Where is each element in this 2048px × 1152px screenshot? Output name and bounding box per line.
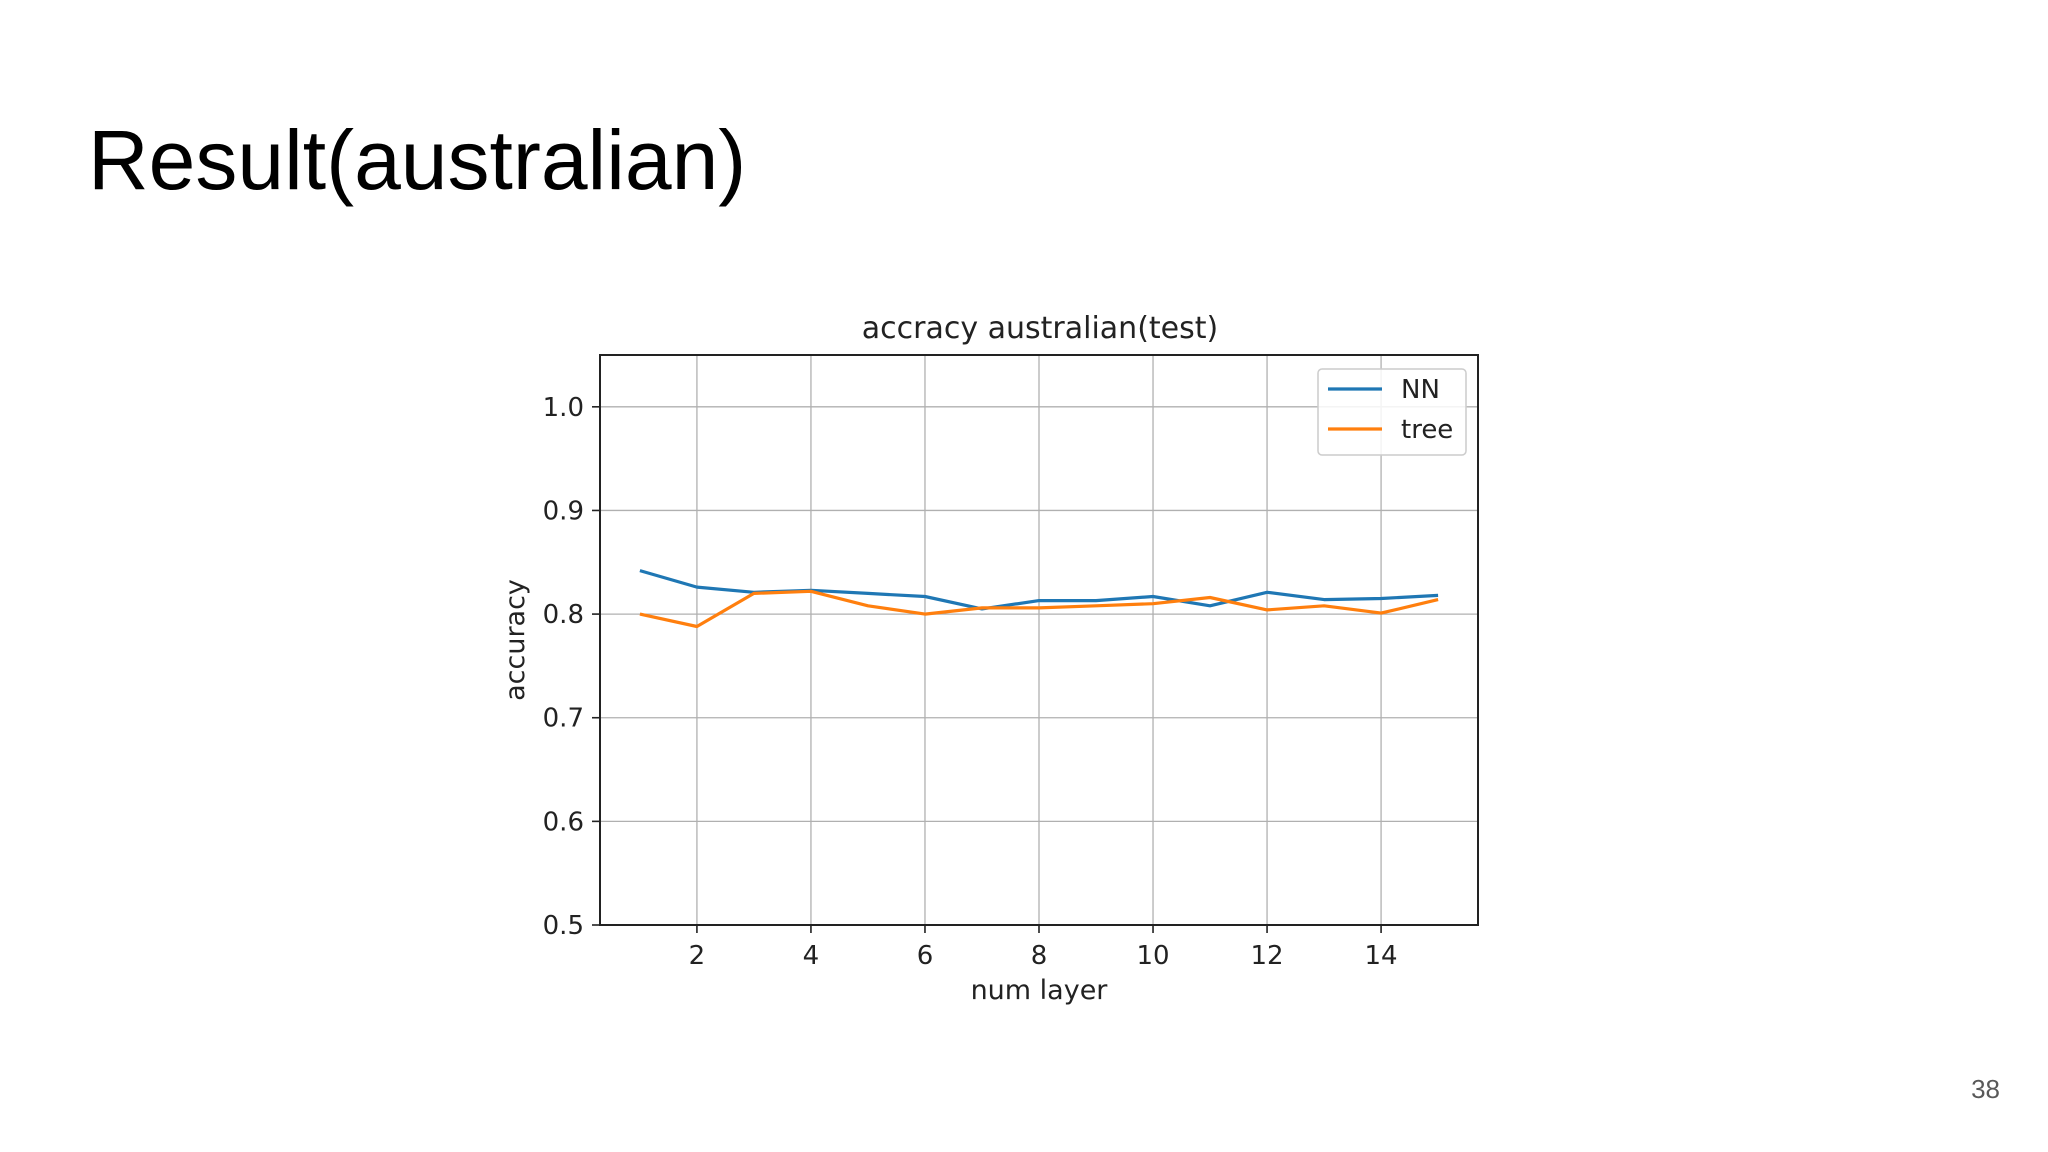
- legend-label: NN: [1401, 375, 1440, 405]
- x-tick-label: 12: [1251, 941, 1284, 971]
- slide-title: Result(australian): [88, 113, 747, 207]
- y-tick-label: 0.9: [543, 496, 584, 526]
- x-tick-label: 10: [1136, 941, 1169, 971]
- y-tick-label: 1.0: [543, 393, 584, 423]
- chart-title: accracy australian(test): [862, 311, 1218, 346]
- legend: NN tree: [1317, 368, 1467, 456]
- x-tick-label: 2: [689, 941, 706, 971]
- x-tick-label: 6: [917, 941, 934, 971]
- y-tick-label: 0.5: [543, 911, 584, 941]
- y-tick-label: 0.6: [543, 807, 584, 837]
- page-number: 38: [1971, 1074, 2000, 1104]
- y-tick-label: 0.7: [543, 704, 584, 734]
- legend-label: tree: [1401, 415, 1453, 445]
- series-line-tree: [639, 589, 1439, 629]
- x-tick-label: 8: [1031, 941, 1048, 971]
- y-axis-label: accuracy: [500, 579, 531, 701]
- x-tick-label: 4: [803, 941, 820, 971]
- x-axis-label: num layer: [971, 975, 1109, 1006]
- x-tick-label: 14: [1365, 941, 1398, 971]
- y-tick-label: 0.8: [543, 600, 584, 630]
- axis-ticks: 2 4 6 8 10 12 14 0.5 0.6 0.7 0.8 0.9 1.0: [543, 393, 1398, 971]
- series-lines: [639, 569, 1439, 629]
